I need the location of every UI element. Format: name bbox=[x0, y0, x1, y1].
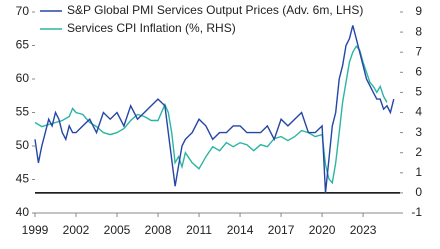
y2-tick-label: 7 bbox=[415, 44, 422, 58]
y-tick-label: 65 bbox=[16, 38, 30, 52]
y2-tick-label: 1 bbox=[415, 165, 422, 179]
y-tick-label: 70 bbox=[16, 4, 30, 18]
x-tick-label: 1999 bbox=[22, 223, 49, 237]
y2-tick-label: -1 bbox=[411, 205, 422, 219]
y2-tick-label: 3 bbox=[415, 125, 422, 139]
x-tick-label: 2020 bbox=[309, 223, 336, 237]
x-tick-label: 2002 bbox=[63, 223, 90, 237]
y-tick-label: 55 bbox=[16, 105, 30, 119]
legend-label: S&P Global PMI Services Output Prices (A… bbox=[67, 3, 363, 17]
x-tick-label: 2014 bbox=[227, 223, 254, 237]
y-tick-label: 50 bbox=[16, 138, 30, 152]
x-tick-label: 2011 bbox=[186, 223, 212, 237]
y2-tick-label: 6 bbox=[415, 64, 422, 78]
y2-tick-label: 4 bbox=[415, 105, 422, 119]
y-tick-label: 45 bbox=[16, 172, 30, 186]
x-tick-label: 2023 bbox=[350, 223, 377, 237]
y2-tick-label: 8 bbox=[415, 24, 422, 38]
x-tick-label: 2005 bbox=[104, 223, 131, 237]
y2-tick-label: 2 bbox=[415, 145, 422, 159]
legend-label: Services CPI Inflation (%, RHS) bbox=[67, 21, 236, 35]
y2-tick-label: 5 bbox=[415, 85, 422, 99]
y2-tick-label: 0 bbox=[415, 185, 422, 199]
series-line bbox=[34, 44, 388, 185]
x-tick-label: 2017 bbox=[268, 223, 295, 237]
series-line bbox=[34, 25, 395, 193]
x-tick-label: 2008 bbox=[145, 223, 172, 237]
y-tick-label: 40 bbox=[16, 205, 30, 219]
y-tick-label: 60 bbox=[16, 71, 30, 85]
y2-tick-label: 9 bbox=[415, 4, 422, 18]
